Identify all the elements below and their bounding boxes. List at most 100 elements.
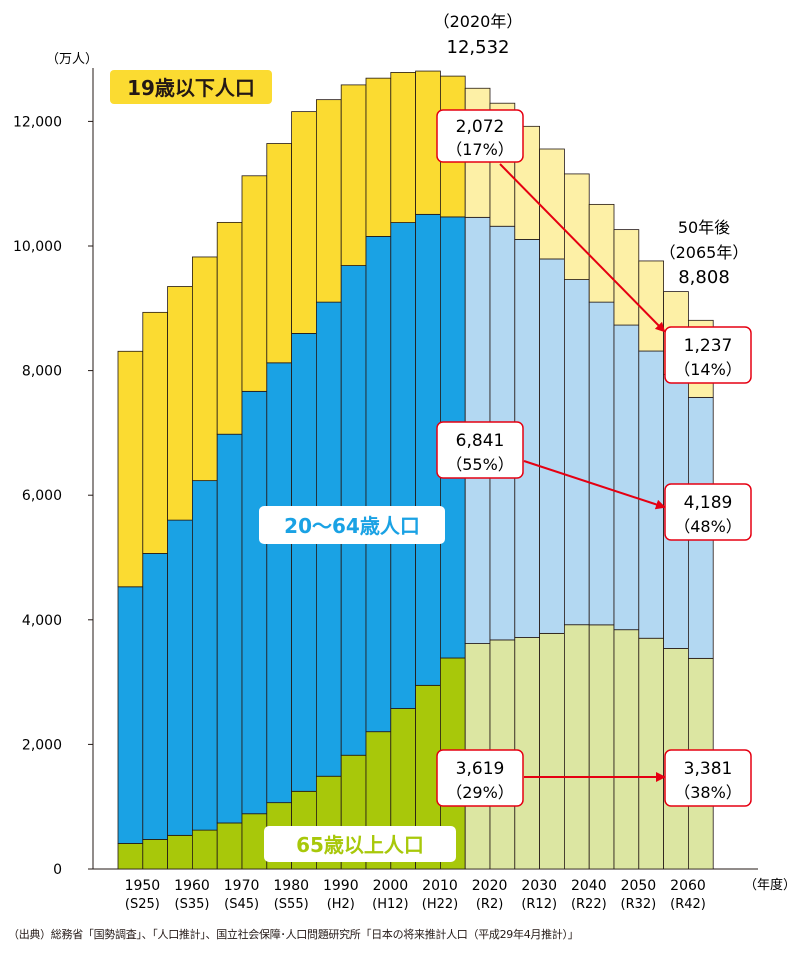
x-tick-year: 2000 (373, 878, 409, 894)
bar-segment-young (117, 350, 144, 588)
peak-year-label: （2020年） (434, 12, 523, 31)
bar-segment-working (241, 390, 268, 815)
bar-segment-working (117, 586, 144, 844)
bar-segment-working (216, 433, 243, 824)
x-tick-labels: 1950 (S25) 1960 (S35) 1970 (S45) 1980 (S55) 1990… (125, 878, 706, 912)
source-note: （出典）総務省「国勢調査」、「人口推計」、国立社会保障･人口問題研究所「日本の将… (8, 928, 579, 941)
elderly-2065-pct: （38%） (674, 783, 742, 802)
bars (117, 70, 714, 870)
x-tick-era: (H22) (422, 897, 458, 912)
bar-segment-young (588, 203, 615, 303)
x-tick-year: 1980 (273, 878, 309, 894)
y-tick-label: 4,000 (22, 613, 62, 629)
x-tick-year: 1970 (224, 878, 260, 894)
elderly-2020-value: 3,619 (456, 759, 505, 779)
bar-segment-young (266, 143, 292, 364)
bar-segment-young (315, 99, 342, 303)
x-tick-year: 1960 (174, 878, 210, 894)
bar-segment-young (191, 256, 218, 482)
y-tick-label: 0 (53, 862, 62, 878)
bar-segment-young (291, 111, 317, 334)
elderly-2065-callout: 3,381 （38%） (664, 749, 752, 807)
peak-total-label: 12,532 (447, 37, 510, 58)
young-change-arrow (499, 163, 666, 333)
x-unit-label: （年度） (744, 877, 796, 893)
bar-segment-elderly (588, 624, 615, 870)
bar-segment-young (241, 175, 268, 392)
working-2020-callout: 6,841 （55%） (436, 421, 524, 479)
bar-segment-young (216, 221, 243, 435)
later-year-label: （2065年） (660, 243, 749, 262)
working-2020-value: 6,841 (456, 431, 505, 451)
bar-segment-working (638, 350, 664, 639)
x-tick-era: (S55) (274, 897, 309, 912)
later-head-label: 50年後 (678, 218, 730, 237)
bar-segment-working (191, 480, 218, 831)
x-tick-year: 1990 (323, 878, 359, 894)
bar-segment-young (638, 260, 664, 352)
young-series-label: 19歳以下人口 (127, 76, 255, 100)
bar-segment-elderly (167, 834, 193, 870)
x-tick-year: 2030 (521, 878, 557, 894)
x-tick-year: 2020 (472, 878, 508, 894)
y-tick-label: 12,000 (13, 114, 62, 130)
elderly-2020-pct: （29%） (446, 783, 514, 802)
elderly-series-label: 65歳以上人口 (296, 833, 424, 857)
x-tick-era: (R32) (621, 897, 657, 912)
y-tick-label: 6,000 (22, 488, 62, 504)
bar-segment-young (365, 77, 392, 237)
bar-segment-young (539, 148, 565, 260)
bar-segment-working (588, 301, 615, 626)
bar-segment-young (613, 229, 640, 326)
young-label-box (110, 70, 272, 104)
x-tick-era: (S35) (175, 897, 210, 912)
working-2020-pct: （55%） (446, 455, 514, 474)
young-2020-pct: （17%） (446, 140, 514, 159)
bar-segment-working (390, 222, 416, 709)
y-tick-label: 10,000 (13, 239, 62, 255)
young-2065-pct: （14%） (674, 360, 742, 379)
bar-segment-working (613, 324, 640, 631)
young-2065-callout: 1,237 （14%） (664, 326, 752, 384)
x-tick-era: (R42) (670, 897, 706, 912)
x-tick-era: (H2) (327, 897, 355, 912)
x-tick-year: 2010 (422, 878, 458, 894)
elderly-2020-callout: 3,619 （29%） (436, 749, 524, 807)
elderly-label-box (264, 826, 456, 862)
x-tick-era: (S45) (224, 897, 259, 912)
working-2065-value: 4,189 (684, 493, 733, 513)
bar-segment-young (340, 84, 367, 266)
bar-segment-young (167, 286, 193, 521)
bar-segment-young (142, 311, 169, 554)
x-tick-year: 2060 (670, 878, 706, 894)
bar-segment-working (539, 258, 565, 634)
x-tick-era: (R22) (571, 897, 607, 912)
bar-segment-working (564, 279, 590, 626)
bar-segment-elderly (613, 629, 640, 870)
x-tick-year: 2040 (571, 878, 607, 894)
bar-segment-young (564, 173, 590, 280)
bar-segment-working (142, 553, 169, 840)
bar-segment-working (291, 333, 317, 792)
bar-segment-elderly (142, 839, 169, 870)
bar-segment-elderly (564, 624, 590, 870)
bar-segment-elderly (117, 843, 144, 870)
later-total-label: 8,808 (678, 267, 730, 288)
y-tick-label: 2,000 (22, 737, 62, 753)
working-label-box (259, 506, 445, 544)
x-tick-year: 1950 (125, 878, 161, 894)
x-tick-era: (S25) (125, 897, 160, 912)
x-tick-era: (R2) (476, 897, 503, 912)
y-ticks: 0 2,000 4,000 6,000 8,000 10,000 12,000 (13, 114, 93, 878)
bar-segment-working (365, 236, 392, 733)
working-2065-pct: （48%） (674, 517, 742, 536)
young-2065-value: 1,237 (684, 336, 733, 356)
young-2020-callout: 2,072 （17%） (436, 109, 524, 163)
bar-segment-elderly (539, 632, 565, 870)
y-unit-label: （万人） (46, 52, 98, 67)
bar-segment-elderly (191, 829, 218, 870)
working-2065-callout: 4,189 （48%） (664, 483, 752, 541)
bar-segment-young (390, 72, 416, 223)
bar-segment-elderly (241, 813, 268, 870)
